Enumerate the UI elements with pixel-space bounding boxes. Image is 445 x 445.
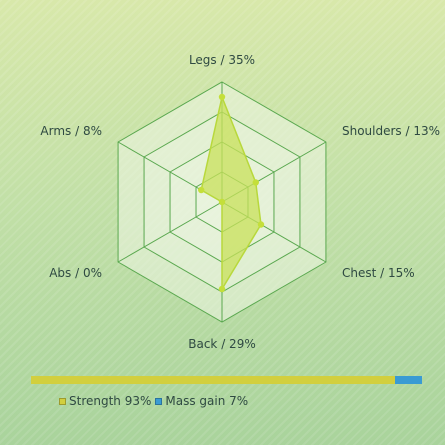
legend-swatch-mass-gain [155, 397, 163, 405]
radar-points [198, 93, 265, 293]
axis-label-arms: Arms / 8% [40, 124, 102, 138]
legend-label-strength: Strength 93% [69, 394, 152, 408]
point-chest [257, 221, 265, 228]
legend-swatch-strength [59, 397, 66, 405]
axis-label-chest: Chest / 15% [342, 266, 415, 280]
legend-item-mass-gain: Mass gain 7% [155, 394, 248, 408]
legend-label-mass-gain: Mass gain 7% [165, 394, 249, 408]
point-legs [218, 93, 226, 101]
legend-share-bar [31, 376, 422, 384]
point-shoulders [252, 179, 259, 186]
axis-label-abs: Abs / 0% [49, 266, 102, 280]
legend-bar-segment-0 [31, 376, 395, 384]
point-abs [218, 198, 226, 206]
point-back [218, 285, 226, 293]
legend-bar-segment-1 [394, 376, 422, 384]
spoke-abs [117, 201, 223, 263]
point-arms [198, 186, 205, 194]
legend-item-strength: Strength 93% [59, 394, 151, 408]
legend: Strength 93% Mass gain 7% [59, 394, 248, 408]
axis-label-back: Back / 29% [188, 337, 255, 351]
axis-label-shoulders: Shoulders / 13% [342, 124, 440, 138]
axis-label-legs: Legs / 35% [189, 53, 255, 67]
radar-axis-labels: Legs / 35% Shoulders / 13% Chest / 15% Back… [40, 53, 440, 351]
